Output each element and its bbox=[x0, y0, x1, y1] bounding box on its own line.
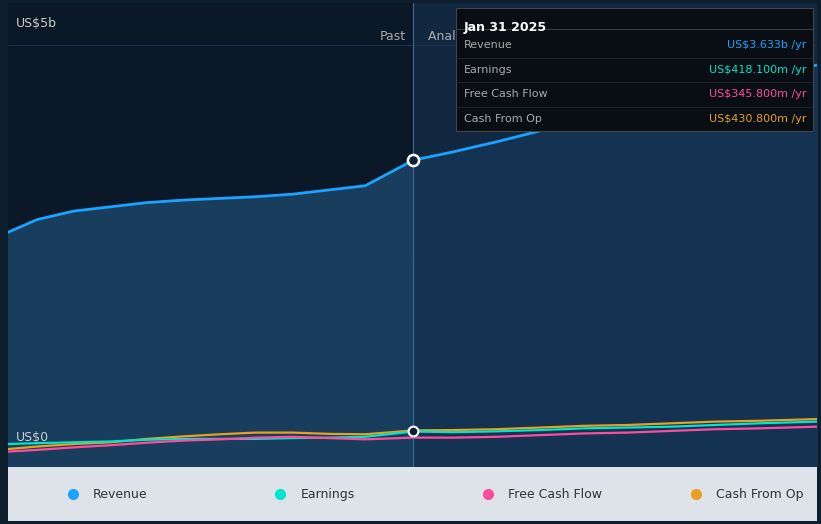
Text: US$430.800m /yr: US$430.800m /yr bbox=[709, 114, 806, 124]
Text: Cash From Op: Cash From Op bbox=[464, 114, 542, 124]
Text: Free Cash Flow: Free Cash Flow bbox=[508, 487, 603, 500]
Text: US$345.800m /yr: US$345.800m /yr bbox=[709, 89, 806, 99]
Text: Analysts Forecasts: Analysts Forecasts bbox=[428, 30, 544, 42]
Text: Revenue: Revenue bbox=[464, 40, 512, 50]
Text: Free Cash Flow: Free Cash Flow bbox=[464, 89, 548, 99]
Text: Earnings: Earnings bbox=[464, 65, 512, 75]
Text: Past: Past bbox=[380, 30, 406, 42]
Text: US$3.633b /yr: US$3.633b /yr bbox=[727, 40, 806, 50]
Text: US$418.100m /yr: US$418.100m /yr bbox=[709, 65, 806, 75]
Bar bbox=[413, 3, 817, 467]
Text: Revenue: Revenue bbox=[93, 487, 148, 500]
Text: US$0: US$0 bbox=[16, 431, 49, 443]
Text: Jan 31 2025: Jan 31 2025 bbox=[464, 21, 547, 34]
Text: US$5b: US$5b bbox=[16, 17, 57, 29]
Bar bbox=[8, 3, 413, 467]
Text: Cash From Op: Cash From Op bbox=[716, 487, 803, 500]
Text: Earnings: Earnings bbox=[300, 487, 355, 500]
